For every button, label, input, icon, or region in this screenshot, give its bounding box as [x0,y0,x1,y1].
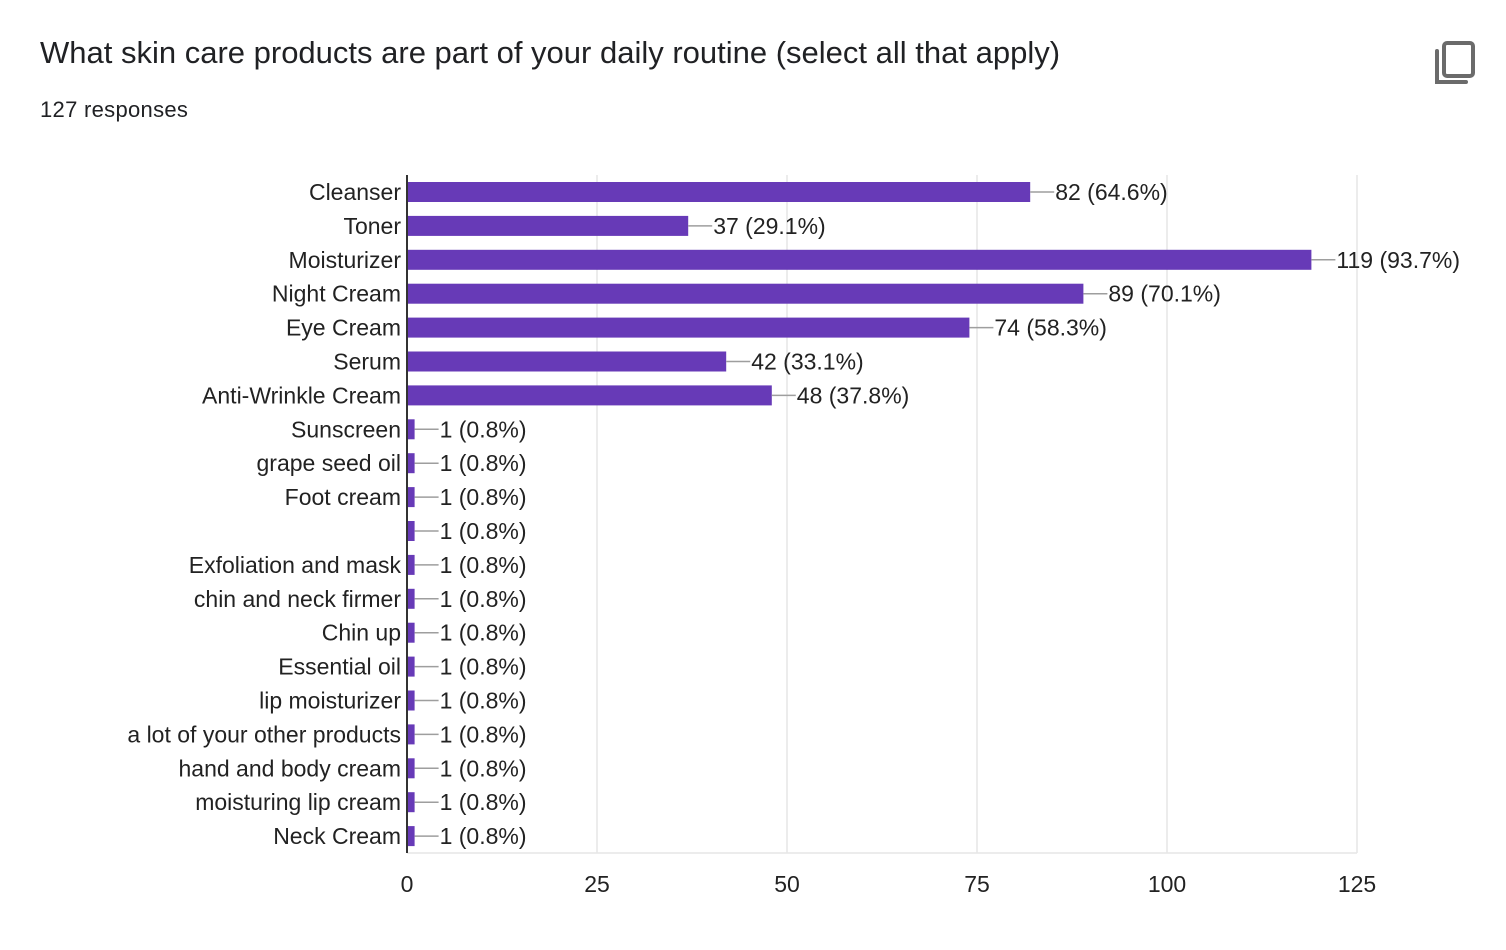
category-label: Serum [333,349,401,375]
data-label: 1 (0.8%) [440,789,527,815]
bar [407,690,415,711]
category-label: Night Cream [272,281,401,307]
x-tick-label: 100 [1148,871,1186,897]
bar [407,453,415,474]
data-label: 119 (93.7%) [1336,247,1460,273]
bar [407,385,772,406]
bar [407,656,415,677]
data-label: 89 (70.1%) [1108,281,1221,307]
bar [407,249,1312,270]
category-label: Eye Cream [286,315,401,341]
data-label: 1 (0.8%) [440,721,527,747]
category-label: Exfoliation and mask [189,552,402,578]
category-label: moisturing lip cream [195,789,401,815]
category-label: hand and body cream [179,755,402,781]
bar [407,622,415,643]
category-label: a lot of your other products [127,721,401,747]
bar [407,724,415,745]
bar [407,351,727,372]
x-tick-label: 25 [584,871,610,897]
category-label: Essential oil [278,654,401,680]
bar [407,215,689,236]
data-label: 1 (0.8%) [440,654,527,680]
bar [407,826,415,847]
data-label: 74 (58.3%) [994,315,1107,341]
bar [407,182,1031,202]
category-label: lip moisturizer [259,688,401,714]
category-label: chin and neck firmer [194,586,401,612]
bar [407,758,415,779]
x-tick-label: 125 [1338,871,1376,897]
data-label: 1 (0.8%) [440,823,527,849]
question-title: What skin care products are part of your… [40,35,1061,70]
bar [407,588,415,609]
data-label: 1 (0.8%) [440,688,527,714]
x-tick-label: 50 [774,871,800,897]
data-label: 1 (0.8%) [440,450,527,476]
data-label: 82 (64.6%) [1055,179,1168,205]
category-label: Moisturizer [289,247,402,273]
data-label: 37 (29.1%) [713,213,826,239]
data-label: 48 (37.8%) [797,382,910,408]
data-label: 1 (0.8%) [440,552,527,578]
category-label: Cleanser [309,179,401,205]
data-label: 1 (0.8%) [440,620,527,646]
bar [407,419,415,440]
category-label: Foot cream [285,484,401,510]
bar [407,317,970,338]
category-label: Toner [343,213,401,239]
data-label: 1 (0.8%) [440,755,527,781]
data-label: 1 (0.8%) [440,484,527,510]
category-label: Sunscreen [291,416,401,442]
data-label: 1 (0.8%) [440,416,527,442]
category-label: Chin up [322,620,401,646]
copy-chart-button[interactable] [1432,40,1476,86]
bar [407,487,415,508]
category-label: grape seed oil [257,450,402,476]
x-tick-label: 75 [964,871,990,897]
category-label: Anti-Wrinkle Cream [202,382,401,408]
bar [407,792,415,813]
data-label: 1 (0.8%) [440,518,527,544]
copy-icon [1435,41,1475,84]
bar [407,521,415,541]
data-label: 42 (33.1%) [751,349,864,375]
bar [407,283,1084,304]
category-label: Neck Cream [273,823,401,849]
data-label: 1 (0.8%) [440,586,527,612]
x-tick-label: 0 [401,871,414,897]
bar [407,554,415,575]
response-count: 127 responses [40,97,189,122]
